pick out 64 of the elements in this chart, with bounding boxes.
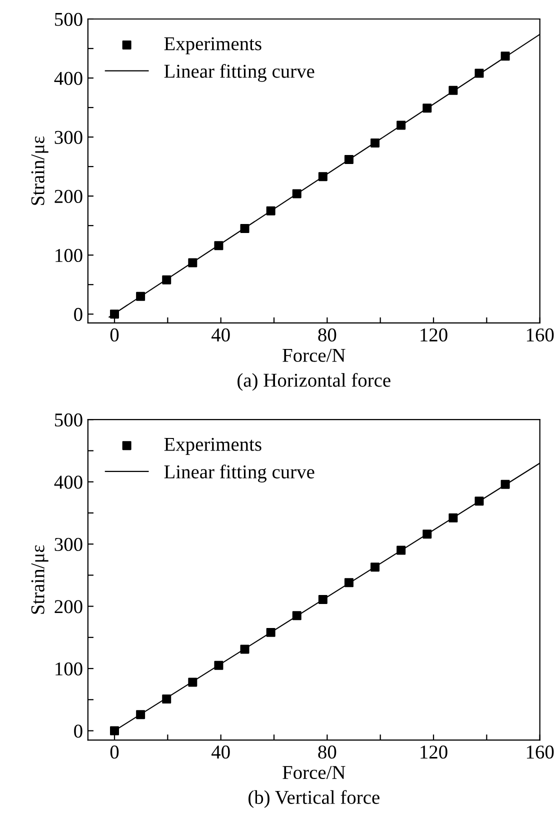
text: (a) Horizontal force (238, 372, 390, 391)
point (214, 241, 224, 250)
point (448, 86, 458, 95)
legend-label: Experiments (164, 438, 262, 455)
point (318, 172, 328, 182)
y-tick-label: 100 (56, 248, 82, 262)
y-tick-label: 400 (54, 476, 82, 489)
x-tick-label: 40 (211, 328, 230, 342)
point (474, 496, 484, 506)
point (448, 513, 458, 522)
point (110, 726, 119, 736)
x-tick-label: 80 (318, 746, 336, 759)
y-axis-title: Strain/με (31, 136, 48, 205)
point (318, 594, 328, 604)
point (266, 628, 276, 637)
y-tick-label: 500 (55, 12, 82, 26)
y-tick-label: 200 (54, 600, 82, 614)
point (370, 562, 380, 572)
point (474, 68, 484, 78)
y-tick-label: 0 (74, 724, 82, 738)
point (396, 120, 406, 130)
y-tick-label: 0 (74, 308, 82, 322)
y-tick-label: 300 (54, 130, 82, 144)
point (136, 710, 146, 720)
x-tick-label: 80 (318, 328, 336, 342)
point (240, 224, 250, 234)
point (188, 678, 198, 687)
point (162, 275, 172, 284)
x-tick-label: 160 (526, 328, 554, 342)
x-tick-label: 120 (420, 328, 448, 342)
point (162, 694, 172, 704)
x-tick-label: 0 (110, 746, 119, 759)
x-axis-title: Force/N (282, 348, 346, 362)
y-tick-label: 400 (54, 72, 82, 85)
point (240, 644, 250, 654)
point (422, 104, 432, 113)
point (214, 660, 224, 670)
point (188, 258, 198, 268)
legend-label: Experiments (164, 37, 262, 54)
x-axis-title: Force/N (282, 766, 346, 780)
x-tick-label: 0 (110, 328, 119, 342)
point (370, 138, 380, 148)
point (344, 578, 354, 588)
point (266, 206, 276, 216)
point (110, 310, 119, 319)
point (422, 530, 432, 539)
point (136, 292, 146, 301)
point (500, 480, 510, 489)
point (292, 189, 302, 198)
point (344, 154, 354, 164)
point (500, 52, 510, 61)
y-tick-label: 200 (54, 190, 82, 204)
point (292, 611, 302, 620)
text: (b) Vertical force (248, 790, 380, 808)
x-tick-label: 160 (526, 746, 554, 759)
legend-label: Linear fitting curve (164, 464, 314, 482)
y-tick-label: 300 (54, 538, 82, 552)
x-tick-label: 120 (420, 746, 448, 759)
x-tick-label: 40 (211, 746, 230, 759)
point (396, 546, 406, 555)
y-tick-label: 100 (56, 662, 82, 676)
legend-label: Linear fitting curve (164, 64, 314, 82)
y-axis-title: Strain/με (31, 545, 48, 614)
y-tick-label: 500 (55, 413, 82, 427)
